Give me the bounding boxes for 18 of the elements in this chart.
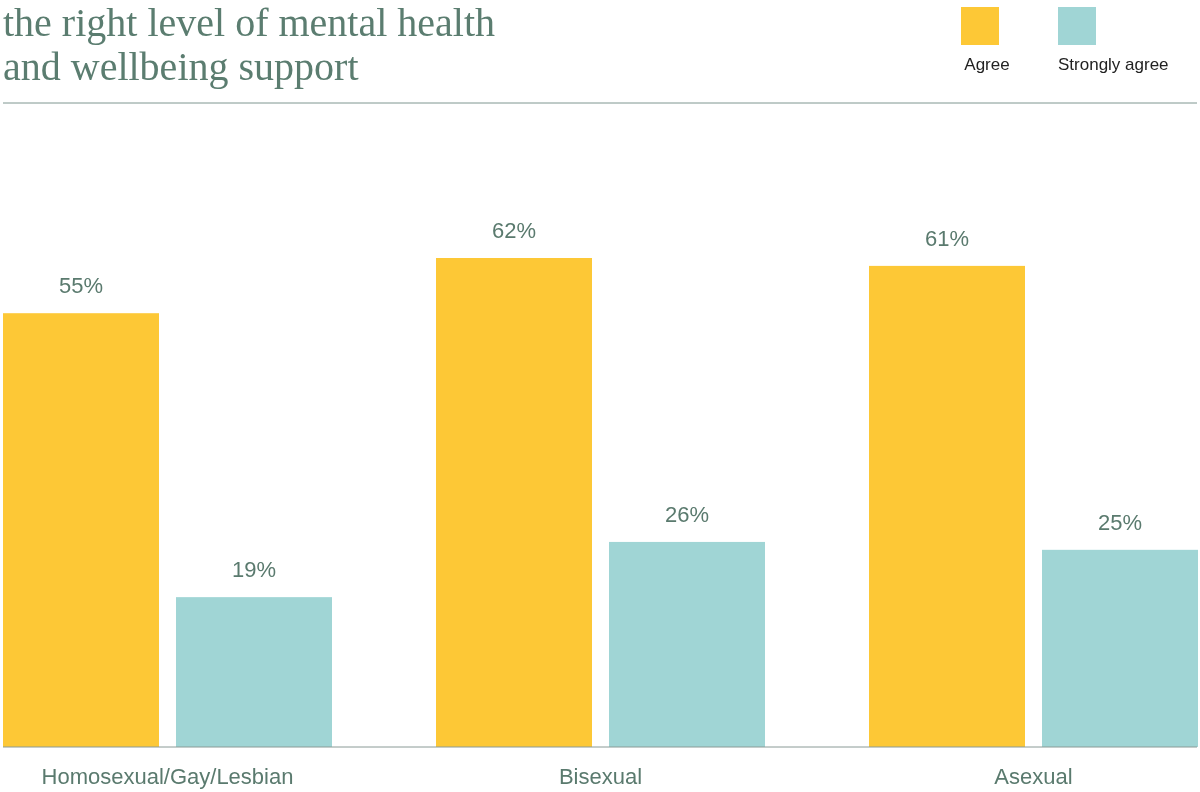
data-label: 55% bbox=[58, 273, 104, 299]
data-label: 25% bbox=[1097, 509, 1143, 535]
data-label: 26% bbox=[664, 501, 710, 527]
x-tick-label: Asexual bbox=[994, 764, 1073, 789]
chart-title: the right level of mental health and wellbeing support bbox=[3, 0, 496, 89]
legend-label: Strongly agree bbox=[1058, 55, 1169, 74]
bar bbox=[869, 265, 1025, 747]
bar bbox=[1042, 549, 1198, 747]
bar bbox=[436, 258, 592, 747]
data-label: 62% bbox=[491, 218, 537, 243]
legend-label: Agree bbox=[964, 55, 1010, 74]
bar bbox=[3, 313, 159, 747]
x-tick-label: Bisexual bbox=[558, 764, 643, 789]
data-label: 61% bbox=[924, 225, 970, 251]
bar bbox=[609, 541, 765, 747]
bar bbox=[176, 597, 332, 747]
data-label: 19% bbox=[231, 557, 277, 583]
x-tick-label: Homosexual/Gay/Lesbian bbox=[41, 764, 294, 789]
